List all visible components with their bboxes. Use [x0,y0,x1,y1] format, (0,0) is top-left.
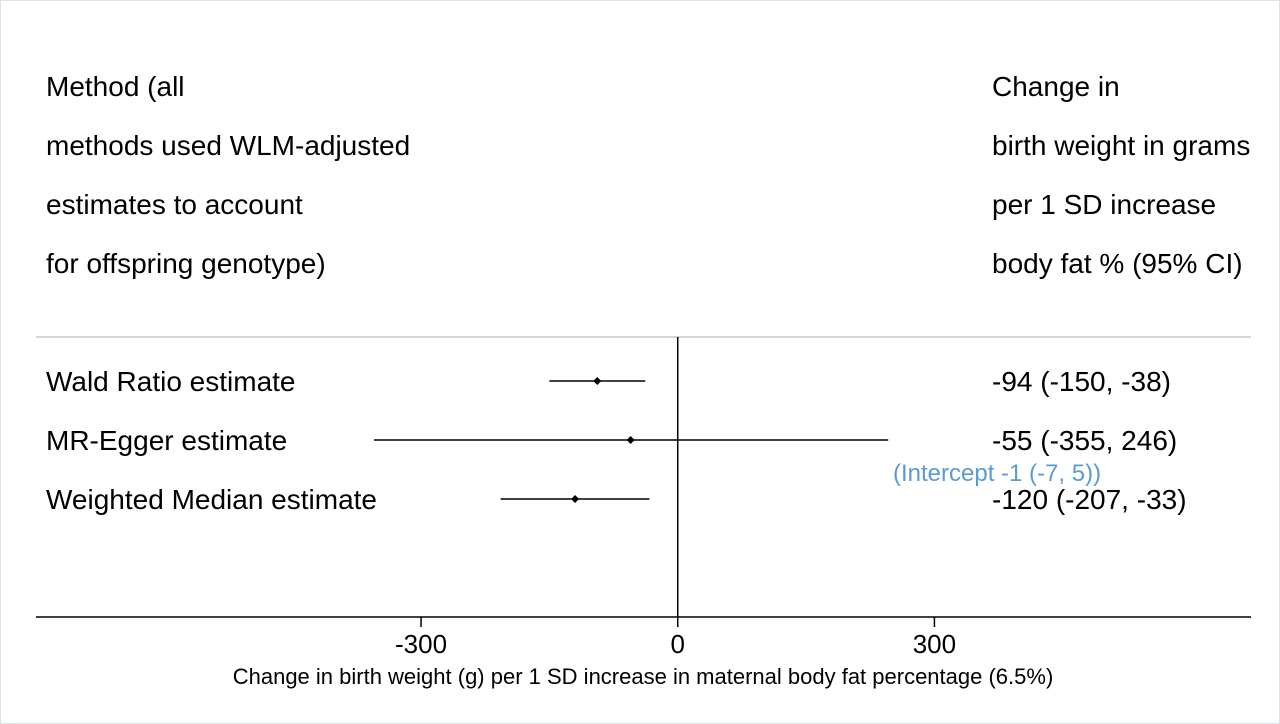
row-label-weighted-median: Weighted Median estimate [46,484,377,515]
method-header-line: for offspring genotype) [46,248,326,279]
method-column-header: Method (all methods used WLM-adjusted es… [46,57,410,293]
row-value-weighted-median: -120 (-207, -33) [992,484,1187,515]
method-header-line: estimates to account [46,189,303,220]
effect-header-line: Change in [992,71,1120,102]
effect-header-line: body fat % (95% CI) [992,248,1243,279]
method-header-line: Method (all [46,71,185,102]
point-estimate-marker [593,377,602,385]
x-tick-label: 0 [670,629,684,659]
row-value-mr-egger: -55 (-355, 246) [992,425,1178,456]
x-axis-label: Change in birth weight (g) per 1 SD incr… [232,664,1054,689]
row-label-mr-egger: MR-Egger estimate [46,425,288,456]
x-tick-label: -300 [395,629,447,659]
x-tick-label: 300 [913,629,956,659]
egger-intercept-note: (Intercept -1 (-7, 5)) [893,460,1102,487]
row-value-wald-ratio: -94 (-150, -38) [992,366,1171,397]
row-label-wald-ratio: Wald Ratio estimate [46,366,296,397]
point-estimate-marker [626,436,635,444]
point-estimate-marker [571,495,580,503]
effect-column-header: Change in birth weight in grams per 1 SD… [992,57,1250,293]
effect-header-line: per 1 SD increase [992,189,1217,220]
effect-header-line: birth weight in grams [992,130,1251,161]
method-header-line: methods used WLM-adjusted [46,130,411,161]
